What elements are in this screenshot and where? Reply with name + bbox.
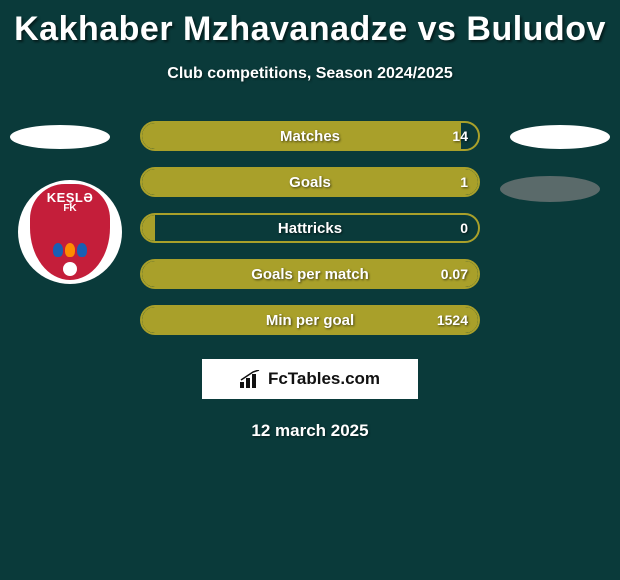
- page-title: Kakhaber Mzhavanadze vs Buludov: [0, 0, 620, 49]
- stat-row: Goals1: [140, 167, 480, 197]
- stat-value: 1524: [437, 307, 468, 333]
- stat-row: Hattricks0: [140, 213, 480, 243]
- stat-value: 0: [460, 215, 468, 241]
- stat-label: Hattricks: [142, 215, 478, 241]
- stat-value: 0.07: [441, 261, 468, 287]
- stat-row: Goals per match0.07: [140, 259, 480, 289]
- subtitle: Club competitions, Season 2024/2025: [0, 65, 620, 83]
- chart-bars-icon: [240, 370, 262, 388]
- brand-box: FcTables.com: [202, 359, 418, 399]
- stat-value: 14: [452, 123, 468, 149]
- stat-rows: Matches14 Goals1 Hattricks0 Goals per match…: [140, 121, 480, 351]
- stat-label: Goals: [142, 169, 478, 195]
- stat-label: Min per goal: [142, 307, 478, 333]
- stat-label: Goals per match: [142, 261, 478, 287]
- stat-row: Matches14: [140, 121, 480, 151]
- stat-label: Matches: [142, 123, 478, 149]
- stat-value: 1: [460, 169, 468, 195]
- stats-container: Matches14 Goals1 Hattricks0 Goals per match…: [0, 121, 620, 351]
- brand-text: FcTables.com: [268, 369, 380, 389]
- date-text: 12 march 2025: [0, 421, 620, 441]
- stat-row: Min per goal1524: [140, 305, 480, 335]
